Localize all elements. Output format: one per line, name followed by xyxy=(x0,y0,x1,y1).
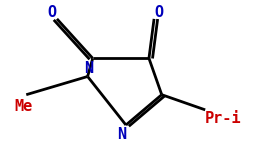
Text: O: O xyxy=(47,5,56,20)
Text: Pr-i: Pr-i xyxy=(205,111,242,126)
Text: N: N xyxy=(84,61,94,76)
Text: O: O xyxy=(155,5,164,20)
Text: N: N xyxy=(117,127,127,142)
Text: Me: Me xyxy=(15,99,33,114)
